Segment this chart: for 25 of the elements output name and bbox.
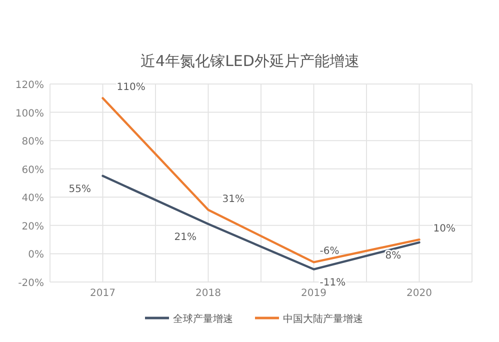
y-tick-label: 40% <box>22 193 44 204</box>
line-series <box>102 174 420 270</box>
data-label: 55% <box>68 184 91 195</box>
data-label: 110% <box>116 82 146 94</box>
x-tick-label: 2019 <box>301 288 326 299</box>
x-tick-label: 2018 <box>196 288 221 299</box>
y-tick-label: 0% <box>28 250 44 261</box>
y-tick-label: 60% <box>22 164 44 176</box>
y-tick-label: 80% <box>22 136 44 148</box>
y-tick-label: 120% <box>15 80 44 91</box>
x-tick-label: 2017 <box>90 288 116 299</box>
line-series <box>102 97 420 264</box>
data-label: -11% <box>320 277 346 288</box>
y-tick-label: 100% <box>15 108 44 120</box>
y-tick-label: -20% <box>18 278 44 289</box>
data-label: 10% <box>433 224 456 235</box>
data-label: 21% <box>174 232 196 244</box>
data-label: 31% <box>222 194 244 205</box>
x-tick-label: 2020 <box>406 288 432 299</box>
data-label: 8% <box>385 250 402 262</box>
y-tick-label: 20% <box>22 221 44 232</box>
chart-title: 近4年氮化镓LED外延片产能增速 <box>140 52 360 70</box>
legend-label: 全球产量增速 <box>173 313 233 325</box>
data-label: -6% <box>320 246 340 258</box>
legend-label: 中国大陆产量增速 <box>283 313 363 325</box>
